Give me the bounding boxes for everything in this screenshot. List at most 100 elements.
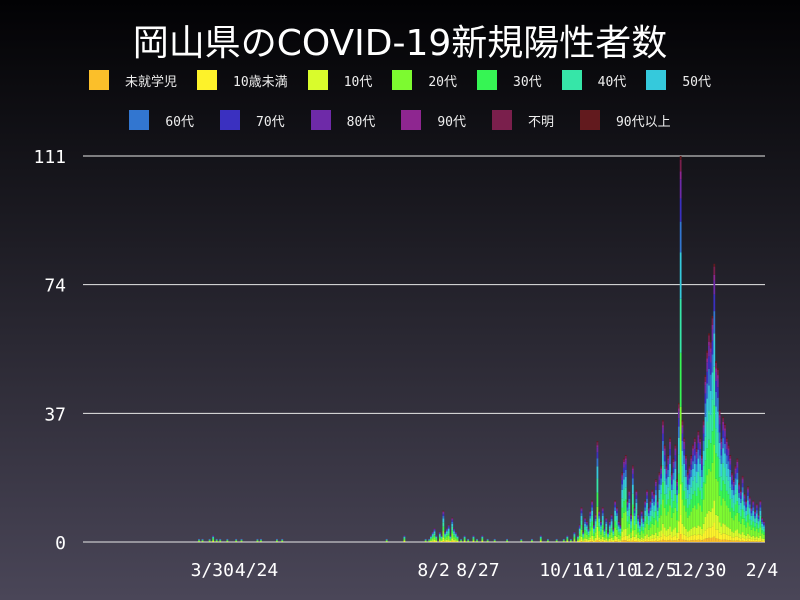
bar-segment <box>440 538 443 540</box>
bar-segment <box>442 511 445 513</box>
bar-segment <box>739 509 742 517</box>
bar-segment <box>736 459 739 462</box>
bar-segment <box>577 536 579 537</box>
bar-segment <box>580 509 583 512</box>
bar-segment <box>722 421 725 425</box>
bar-segment <box>679 159 682 172</box>
bar-segment <box>674 450 677 456</box>
bar-segment <box>573 535 576 537</box>
bar-segment <box>658 480 661 485</box>
legend-item: 不明 <box>491 110 554 130</box>
bar-segment <box>754 511 756 513</box>
bar-segment <box>731 484 733 490</box>
bar-segment <box>699 463 702 477</box>
bar-segment <box>718 432 721 443</box>
bar-segment <box>605 538 608 541</box>
bar-segment <box>718 442 721 459</box>
bar-segment <box>600 523 602 525</box>
bar-segment <box>584 538 586 541</box>
bar-segment <box>763 531 765 535</box>
bar-segment <box>727 507 730 528</box>
bar-segment <box>693 443 696 450</box>
bar-segment <box>626 541 629 542</box>
bar-segment <box>701 511 703 529</box>
bar-segment <box>745 527 748 536</box>
bar-segment <box>624 535 627 541</box>
bar-segment <box>654 520 657 533</box>
bar-segment <box>662 427 664 434</box>
bar-segment <box>403 540 406 542</box>
bar-segment <box>435 537 438 539</box>
bar-segment <box>748 498 751 500</box>
bar-segment <box>663 540 666 542</box>
bar-segment <box>447 535 450 540</box>
bar-segment <box>633 536 636 540</box>
bar-segment <box>757 515 760 518</box>
bar-segment <box>713 366 716 406</box>
bar-segment <box>725 476 728 491</box>
bar-segment <box>725 505 728 527</box>
bar-segment <box>633 507 636 509</box>
bar-segment <box>433 531 436 534</box>
bar-segment <box>660 504 663 516</box>
bar-segment <box>660 466 663 469</box>
bar-segment <box>727 455 730 462</box>
bar-segment <box>649 539 652 542</box>
bar-segment <box>649 502 652 505</box>
bar-segment <box>741 476 744 479</box>
bar-segment <box>639 526 641 529</box>
bar-segment <box>635 491 638 493</box>
bar-segment <box>647 511 650 514</box>
bar-segment <box>601 513 604 516</box>
bar-segment <box>697 471 700 488</box>
bar-segment <box>702 482 705 500</box>
bar-segment <box>738 482 740 484</box>
bar-segment <box>745 500 748 502</box>
bar-segment <box>750 508 753 510</box>
bar-segment <box>743 505 746 512</box>
bar-segment <box>676 537 679 541</box>
bar-segment <box>695 495 698 510</box>
legend-item: 60代 <box>129 110 194 130</box>
bar-segment <box>584 533 586 539</box>
bar-segment <box>438 541 441 542</box>
bar-segment <box>731 476 733 481</box>
bar-segment <box>591 521 594 528</box>
bar-segment <box>444 538 447 541</box>
bar-segment <box>725 534 728 540</box>
bar-segment <box>612 529 615 531</box>
bar-segment <box>653 511 655 519</box>
bar-segment <box>481 537 484 539</box>
bar-segment <box>591 515 594 522</box>
bar-segment <box>589 526 592 532</box>
bar-segment <box>520 540 523 542</box>
bar-segment <box>605 526 608 531</box>
bar-segment <box>697 430 700 432</box>
bar-segment <box>431 532 434 534</box>
bar-segment <box>640 539 643 542</box>
bar-segment <box>453 539 455 542</box>
bar-segment <box>704 375 707 377</box>
bar-segment <box>685 535 687 541</box>
bar-segment <box>603 529 606 531</box>
bar-segment <box>754 526 756 532</box>
bar-segment <box>635 498 638 503</box>
bar-segment <box>440 540 443 542</box>
bar-segment <box>713 311 716 334</box>
bar-segment <box>630 515 632 518</box>
bar-segment <box>672 479 675 490</box>
bar-segment <box>621 480 624 485</box>
bar-segment <box>757 541 760 542</box>
bar-segment <box>438 532 441 534</box>
bar-segment <box>617 531 620 535</box>
bar-segment <box>593 531 595 534</box>
bar-segment <box>679 221 682 253</box>
bar-segment <box>763 534 765 539</box>
bar-segment <box>403 537 406 539</box>
bar-segment <box>617 521 620 522</box>
bar-segment <box>720 490 723 506</box>
bar-segment <box>653 534 655 539</box>
bar-segment <box>601 539 604 542</box>
bar-segment <box>699 455 702 464</box>
bar-segment <box>610 518 613 522</box>
